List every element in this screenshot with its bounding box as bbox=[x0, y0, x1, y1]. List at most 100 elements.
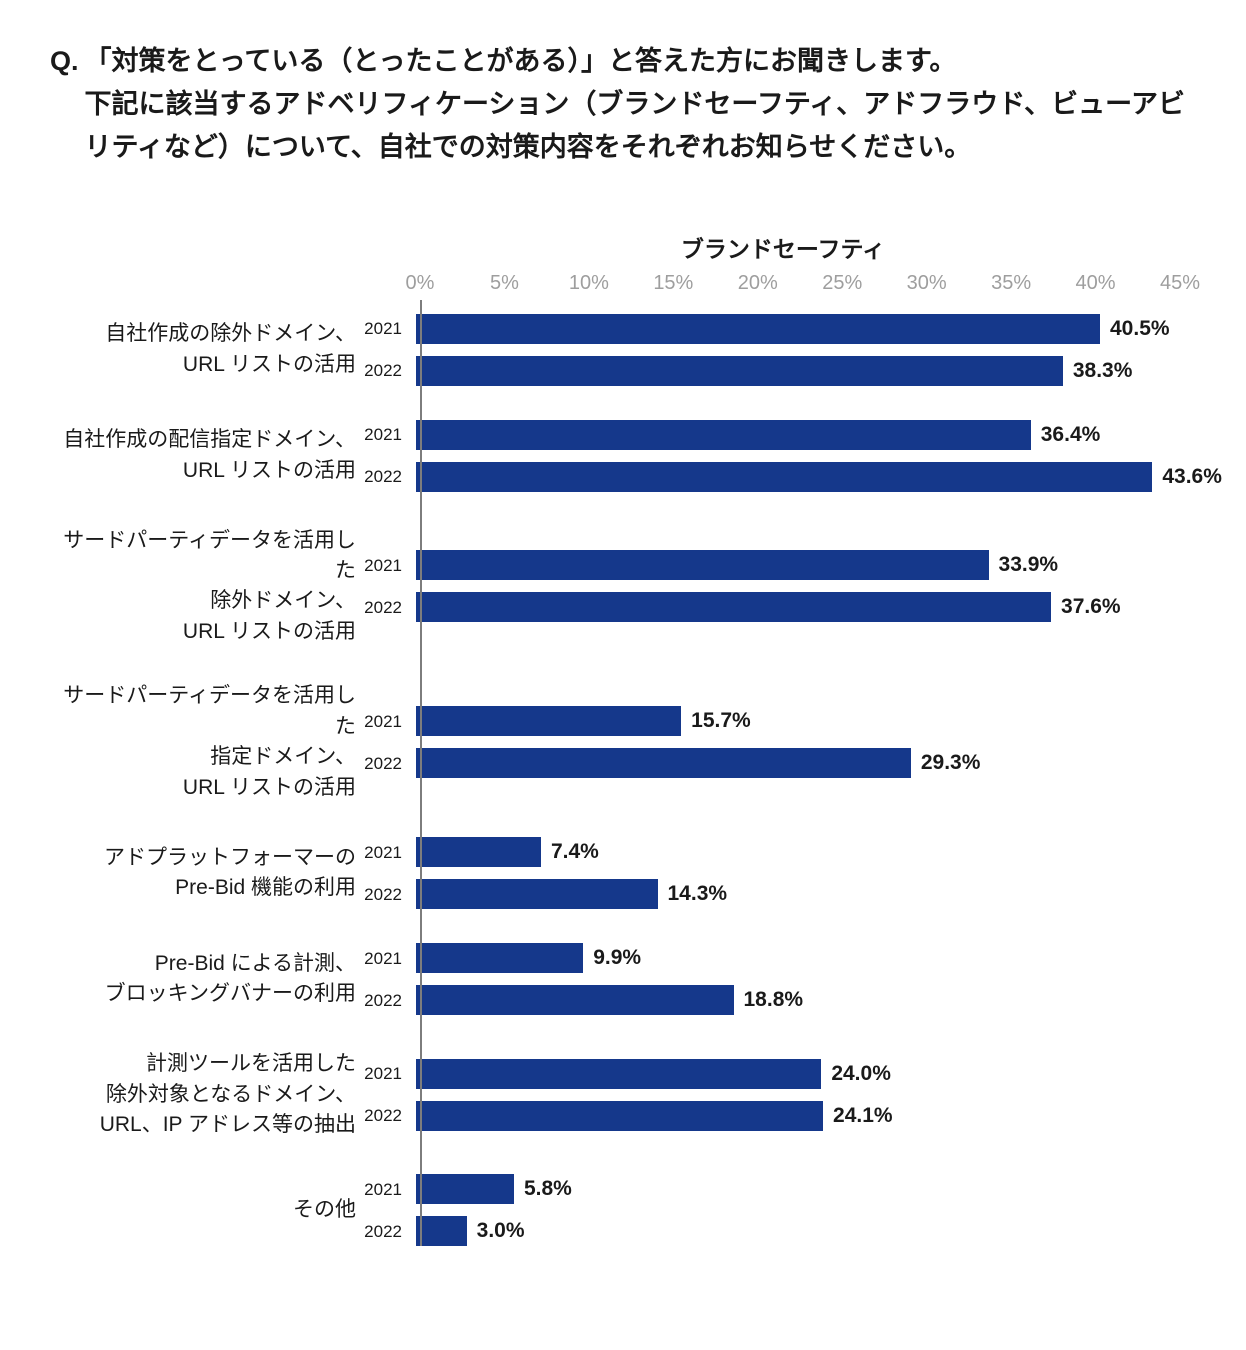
bar-track: 15.7% bbox=[416, 706, 1176, 736]
bar-track: 38.3% bbox=[416, 356, 1176, 386]
bar-row: 2022 29.3% bbox=[360, 748, 1196, 778]
bar-track: 14.3% bbox=[416, 879, 1176, 909]
bar-value: 7.4% bbox=[541, 840, 599, 864]
bar-pair: 2021 40.5% 2022 38.3% bbox=[360, 314, 1196, 386]
bar-track: 7.4% bbox=[416, 837, 1176, 867]
bar-track: 37.6% bbox=[416, 592, 1176, 622]
year-label: 2021 bbox=[360, 713, 416, 730]
year-label: 2021 bbox=[360, 1065, 416, 1082]
bar-row: 2022 38.3% bbox=[360, 356, 1196, 386]
bar-value: 40.5% bbox=[1100, 317, 1170, 341]
chart-group: その他20215.8% 2022 3.0% bbox=[60, 1174, 1196, 1246]
bar-row: 2022 14.3% bbox=[360, 879, 1196, 909]
year-label: 2021 bbox=[360, 320, 416, 337]
bar-row: 2022 18.8% bbox=[360, 985, 1196, 1015]
category-label: サードパーティデータを活用した除外ドメイン、URL リストの活用 bbox=[60, 526, 360, 648]
year-label: 2021 bbox=[360, 426, 416, 443]
chart-group: サードパーティデータを活用した除外ドメイン、URL リストの活用2021 33.9… bbox=[60, 526, 1196, 648]
bar-row: 2021 33.9% bbox=[360, 550, 1196, 580]
bar-pair: 2021 7.4% 2022 14.3% bbox=[360, 837, 1196, 909]
bar-row: 202237.6% bbox=[360, 592, 1196, 622]
year-label: 2021 bbox=[360, 557, 416, 574]
category-label: 計測ツールを活用した除外対象となるドメイン、URL、IP アドレス等の抽出 bbox=[60, 1049, 360, 1140]
bar-pair: 2021 15.7% 2022 29.3% bbox=[360, 706, 1196, 778]
category-label: サードパーティデータを活用した指定ドメイン、URL リストの活用 bbox=[60, 681, 360, 803]
year-label: 2022 bbox=[360, 755, 416, 772]
chart-area: 0%5%10%15%20%25%30%35%40%45% 自社作成の除外ドメイン… bbox=[60, 272, 1196, 1247]
year-label: 2021 bbox=[360, 950, 416, 967]
axis-tick: 15% bbox=[653, 272, 693, 295]
x-axis: 0%5%10%15%20%25%30%35%40%45% bbox=[420, 272, 1180, 300]
axis-tick: 30% bbox=[907, 272, 947, 295]
bar bbox=[416, 1101, 823, 1131]
bar-value: 18.8% bbox=[734, 988, 804, 1012]
bar-value: 29.3% bbox=[911, 751, 981, 775]
question-text: 「対策をとっている（とったことがある）」と答えた方にお聞きします。下記に該当する… bbox=[85, 40, 1196, 170]
bar-row: 20215.8% bbox=[360, 1174, 1196, 1204]
bar-track: 29.3% bbox=[416, 748, 1176, 778]
category-label: その他 bbox=[60, 1195, 360, 1225]
bar-track: 3.0% bbox=[416, 1216, 1176, 1246]
bar-row: 20219.9% bbox=[360, 943, 1196, 973]
chart-group: 計測ツールを活用した除外対象となるドメイン、URL、IP アドレス等の抽出202… bbox=[60, 1049, 1196, 1140]
chart-title: ブランドセーフティ bbox=[60, 230, 1196, 264]
year-label: 2021 bbox=[360, 1181, 416, 1198]
bar-value: 38.3% bbox=[1063, 359, 1133, 383]
bar bbox=[416, 985, 734, 1015]
axis-tick: 20% bbox=[738, 272, 778, 295]
year-label: 2021 bbox=[360, 844, 416, 861]
bar-track: 24.0% bbox=[416, 1059, 1176, 1089]
bar-row: 2021 36.4% bbox=[360, 420, 1196, 450]
year-label: 2022 bbox=[360, 1223, 416, 1240]
bar-value: 3.0% bbox=[467, 1219, 525, 1243]
bar bbox=[416, 706, 681, 736]
bar-row: 2022 3.0% bbox=[360, 1216, 1196, 1246]
bar-value: 36.4% bbox=[1031, 423, 1101, 447]
bar-pair: 2021 33.9% 202237.6% bbox=[360, 550, 1196, 622]
year-label: 2022 bbox=[360, 468, 416, 485]
bar-track: 24.1% bbox=[416, 1101, 1176, 1131]
bar-row: 2021 15.7% bbox=[360, 706, 1196, 736]
bar-track: 43.6% bbox=[416, 462, 1176, 492]
bar-track: 5.8% bbox=[416, 1174, 1176, 1204]
chart-groups: 自社作成の除外ドメイン、URL リストの活用202140.5%202238.3%… bbox=[60, 300, 1196, 1247]
bar bbox=[416, 748, 911, 778]
bar-row: 2021 40.5% bbox=[360, 314, 1196, 344]
bar bbox=[416, 1216, 467, 1246]
bar-value: 15.7% bbox=[681, 709, 751, 733]
chart: ブランドセーフティ 0%5%10%15%20%25%30%35%40%45% 自… bbox=[50, 230, 1196, 1247]
axis-tick: 10% bbox=[569, 272, 609, 295]
year-label: 2022 bbox=[360, 362, 416, 379]
axis-tick: 45% bbox=[1160, 272, 1200, 295]
axis-tick: 25% bbox=[822, 272, 862, 295]
bar bbox=[416, 462, 1152, 492]
bar-track: 33.9% bbox=[416, 550, 1176, 580]
bar-pair: 20219.9% 2022 18.8% bbox=[360, 943, 1196, 1015]
year-label: 2022 bbox=[360, 886, 416, 903]
bar-value: 14.3% bbox=[658, 882, 728, 906]
chart-group: サードパーティデータを活用した指定ドメイン、URL リストの活用2021 15.7… bbox=[60, 681, 1196, 803]
bar-track: 18.8% bbox=[416, 985, 1176, 1015]
bar-track: 36.4% bbox=[416, 420, 1176, 450]
category-label: 自社作成の除外ドメイン、URL リストの活用 bbox=[60, 319, 360, 380]
bar-value: 24.0% bbox=[821, 1062, 891, 1086]
bar-row: 202243.6% bbox=[360, 462, 1196, 492]
category-label: アドプラットフォーマーのPre-Bid 機能の利用 bbox=[60, 843, 360, 904]
bar-row: 2021 24.0% bbox=[360, 1059, 1196, 1089]
bar bbox=[416, 314, 1100, 344]
bar bbox=[416, 879, 658, 909]
bar-track: 40.5% bbox=[416, 314, 1176, 344]
year-label: 2022 bbox=[360, 992, 416, 1009]
bar-track: 9.9% bbox=[416, 943, 1176, 973]
axis-tick: 35% bbox=[991, 272, 1031, 295]
bar-pair: 2021 36.4% 202243.6% bbox=[360, 420, 1196, 492]
chart-group: 自社作成の除外ドメイン、URL リストの活用2021 40.5% 2022 38.3% bbox=[60, 314, 1196, 386]
question-block: Q. 「対策をとっている（とったことがある）」と答えた方にお聞きします。下記に該… bbox=[50, 40, 1196, 170]
bar-value: 43.6% bbox=[1152, 465, 1222, 489]
bar-pair: 20215.8% 2022 3.0% bbox=[360, 1174, 1196, 1246]
bar bbox=[416, 837, 541, 867]
bar-value: 33.9% bbox=[989, 553, 1059, 577]
bar-row: 2021 7.4% bbox=[360, 837, 1196, 867]
bar-row: 202224.1% bbox=[360, 1101, 1196, 1131]
axis-tick: 5% bbox=[490, 272, 519, 295]
